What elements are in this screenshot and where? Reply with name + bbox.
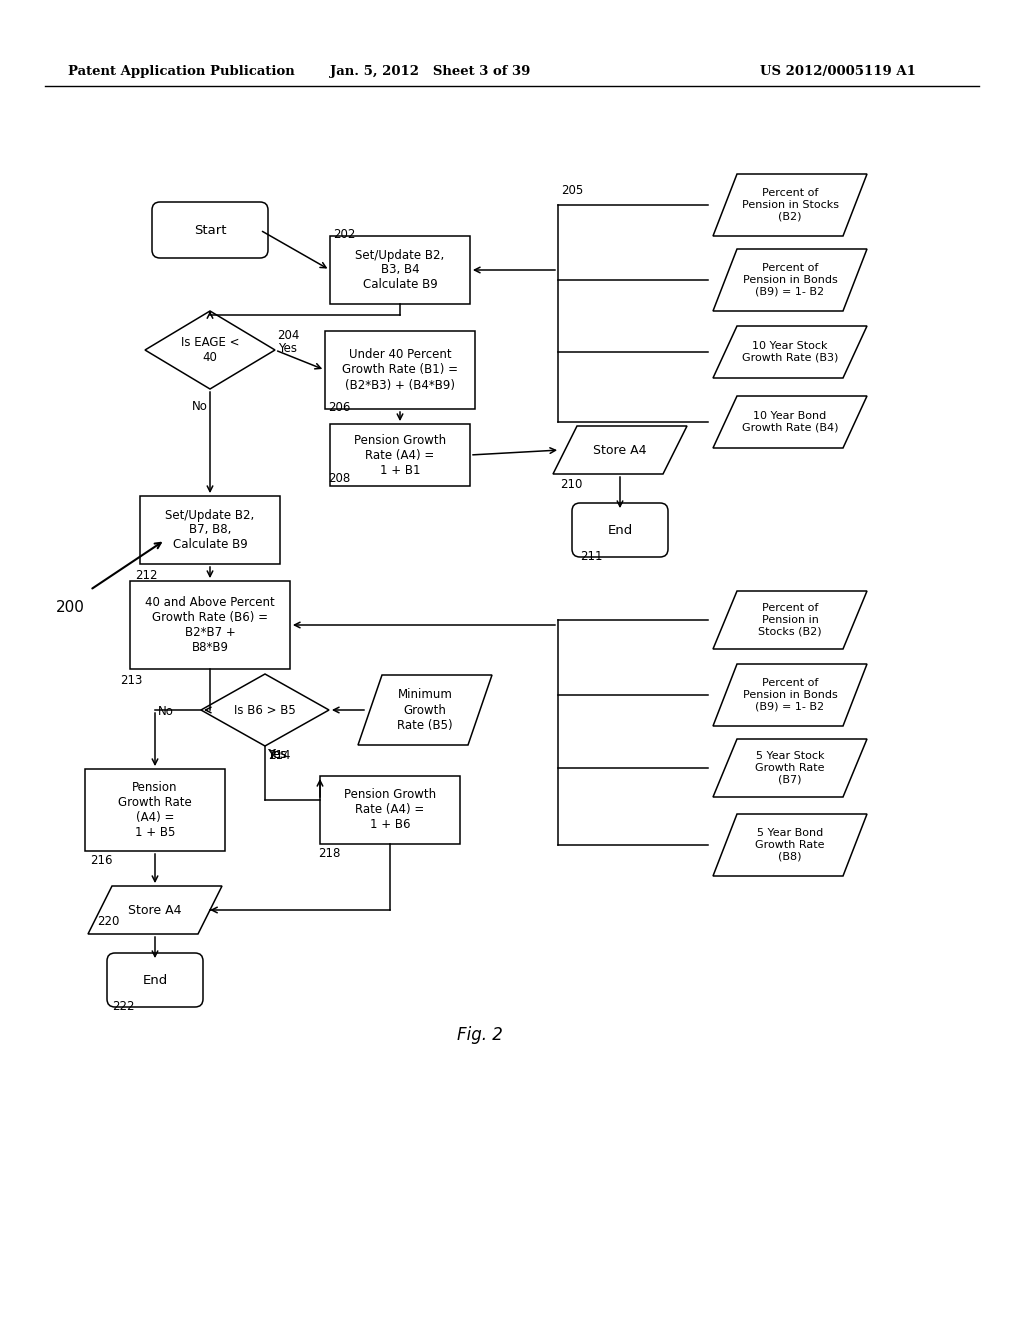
Text: Pension
Growth Rate
(A4) =
1 + B5: Pension Growth Rate (A4) = 1 + B5	[118, 781, 191, 840]
Text: 206: 206	[328, 401, 350, 414]
Text: 214: 214	[268, 748, 291, 762]
Text: 205: 205	[561, 183, 584, 197]
Polygon shape	[713, 739, 867, 797]
Text: 218: 218	[318, 847, 340, 861]
Text: Percent of
Pension in Bonds
(B9) = 1- B2: Percent of Pension in Bonds (B9) = 1- B2	[742, 264, 838, 297]
Text: Is EAGE <
40: Is EAGE < 40	[181, 337, 240, 364]
Text: No: No	[193, 400, 208, 413]
Text: Percent of
Pension in
Stocks (B2): Percent of Pension in Stocks (B2)	[758, 603, 822, 636]
Polygon shape	[145, 312, 275, 389]
Text: 220: 220	[97, 915, 120, 928]
FancyBboxPatch shape	[140, 496, 280, 564]
Text: Yes: Yes	[267, 748, 286, 762]
Text: Pension Growth
Rate (A4) =
1 + B6: Pension Growth Rate (A4) = 1 + B6	[344, 788, 436, 832]
FancyBboxPatch shape	[330, 236, 470, 304]
Text: Set/Update B2,
B7, B8,
Calculate B9: Set/Update B2, B7, B8, Calculate B9	[165, 508, 255, 552]
Text: US 2012/0005119 A1: US 2012/0005119 A1	[760, 66, 915, 78]
Text: Minimum
Growth
Rate (B5): Minimum Growth Rate (B5)	[397, 689, 453, 731]
FancyBboxPatch shape	[106, 953, 203, 1007]
Text: 222: 222	[112, 1001, 134, 1012]
Polygon shape	[713, 591, 867, 649]
Text: Under 40 Percent
Growth Rate (B1) =
(B2*B3) + (B4*B9): Under 40 Percent Growth Rate (B1) = (B2*…	[342, 348, 458, 392]
Text: 10 Year Stock
Growth Rate (B3): 10 Year Stock Growth Rate (B3)	[741, 341, 839, 363]
Polygon shape	[713, 664, 867, 726]
FancyBboxPatch shape	[330, 424, 470, 486]
Text: 200: 200	[55, 601, 84, 615]
Text: 212: 212	[135, 569, 158, 582]
Polygon shape	[88, 886, 222, 935]
Text: Is B6 > B5: Is B6 > B5	[234, 704, 296, 717]
Polygon shape	[201, 675, 329, 746]
Text: Jan. 5, 2012   Sheet 3 of 39: Jan. 5, 2012 Sheet 3 of 39	[330, 66, 530, 78]
Polygon shape	[713, 814, 867, 876]
Text: 211: 211	[580, 550, 602, 564]
FancyBboxPatch shape	[130, 581, 290, 669]
Text: Percent of
Pension in Bonds
(B9) = 1- B2: Percent of Pension in Bonds (B9) = 1- B2	[742, 678, 838, 711]
Text: Set/Update B2,
B3, B4
Calculate B9: Set/Update B2, B3, B4 Calculate B9	[355, 248, 444, 292]
Text: 213: 213	[120, 675, 142, 686]
Text: Yes: Yes	[278, 342, 297, 355]
Text: 208: 208	[328, 473, 350, 484]
FancyBboxPatch shape	[85, 770, 225, 851]
Text: 5 Year Stock
Growth Rate
(B7): 5 Year Stock Growth Rate (B7)	[756, 751, 824, 784]
Polygon shape	[553, 426, 687, 474]
FancyBboxPatch shape	[325, 331, 475, 409]
Text: 216: 216	[90, 854, 113, 867]
Text: 5 Year Bond
Growth Rate
(B8): 5 Year Bond Growth Rate (B8)	[756, 829, 824, 862]
Text: Store A4: Store A4	[593, 444, 647, 457]
Polygon shape	[713, 249, 867, 312]
Text: Percent of
Pension in Stocks
(B2): Percent of Pension in Stocks (B2)	[741, 189, 839, 222]
Text: 204: 204	[278, 329, 299, 342]
Polygon shape	[713, 326, 867, 378]
FancyBboxPatch shape	[319, 776, 460, 843]
FancyBboxPatch shape	[572, 503, 668, 557]
Text: 10 Year Bond
Growth Rate (B4): 10 Year Bond Growth Rate (B4)	[741, 412, 839, 433]
Text: Yes: Yes	[268, 748, 287, 762]
Text: End: End	[607, 524, 633, 536]
Polygon shape	[358, 675, 492, 744]
Text: 40 and Above Percent
Growth Rate (B6) =
B2*B7 +
B8*B9: 40 and Above Percent Growth Rate (B6) = …	[145, 597, 274, 653]
FancyBboxPatch shape	[152, 202, 268, 257]
Polygon shape	[713, 174, 867, 236]
Text: Patent Application Publication: Patent Application Publication	[68, 66, 295, 78]
Text: Pension Growth
Rate (A4) =
1 + B1: Pension Growth Rate (A4) = 1 + B1	[354, 433, 446, 477]
Text: Fig. 2: Fig. 2	[457, 1026, 503, 1044]
Polygon shape	[713, 396, 867, 447]
Text: End: End	[142, 974, 168, 986]
Text: Start: Start	[194, 223, 226, 236]
Text: 210: 210	[560, 478, 583, 491]
Text: No: No	[158, 705, 174, 718]
Text: 202: 202	[333, 228, 355, 242]
Text: Store A4: Store A4	[128, 903, 181, 916]
